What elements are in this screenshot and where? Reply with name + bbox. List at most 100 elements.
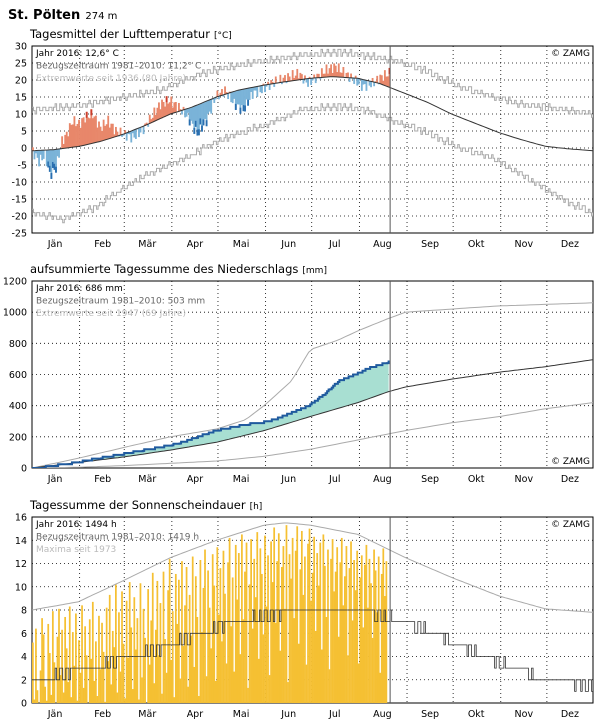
temp-anomaly-bar	[64, 134, 67, 149]
sunshine-bar	[291, 537, 294, 703]
sunshine-bar	[365, 544, 368, 703]
station-header: St. Pölten 274 m	[8, 4, 117, 23]
temp-extreme-bar	[53, 163, 56, 170]
sunshine-bar	[236, 599, 239, 703]
temp-anomaly-bar	[208, 100, 211, 112]
x-tick-label: Aug	[373, 474, 392, 485]
temp-anomaly-bar	[231, 92, 234, 104]
x-tick-label: Apr	[187, 474, 204, 485]
x-tick-label: Jul	[328, 709, 340, 720]
sunshine-bar	[328, 669, 331, 703]
extreme-min-line	[32, 402, 593, 468]
sunshine-bar	[128, 582, 131, 703]
sunshine-bar	[39, 670, 42, 703]
zamg-logo: © ZAMG	[551, 520, 590, 530]
sunshine-bar	[228, 537, 231, 703]
x-tick-label: Jän	[47, 709, 63, 720]
sunshine-bar	[279, 650, 282, 703]
temp-anomaly-bar	[256, 86, 259, 97]
sunshine-bar	[316, 553, 319, 703]
sunshine-bar	[32, 642, 34, 703]
x-tick-label: Okt	[468, 239, 485, 250]
temp-anomaly-bar	[196, 105, 199, 136]
temp-extreme-bar	[244, 105, 246, 112]
temp-anomaly-bar	[139, 127, 142, 133]
sunshine-bar	[90, 658, 93, 703]
station-elevation: 274 m	[85, 11, 118, 22]
sunshine-bar	[58, 608, 60, 703]
reference-line	[32, 76, 593, 152]
temp-anomaly-bar	[340, 72, 343, 78]
temp-extreme-bar	[48, 165, 51, 172]
sunshine-bar	[205, 676, 208, 703]
temp-anomaly-bar	[261, 85, 263, 94]
temp-anomaly-bar	[320, 68, 323, 78]
x-tick-label: Sep	[421, 709, 439, 720]
temp-anomaly-bar	[118, 135, 120, 137]
temp-anomaly-bar	[363, 79, 366, 85]
temp-anomaly-bar	[265, 84, 268, 87]
temp-anomaly-bar	[133, 130, 136, 138]
sunshine-bar	[79, 672, 82, 703]
x-tick-label: Jul	[328, 239, 340, 250]
sunshine-bar	[62, 692, 65, 703]
temp-anomaly-bar	[237, 90, 240, 105]
temp-anomaly-bar	[145, 122, 148, 126]
temp-anomaly-bar	[41, 150, 44, 161]
chart-title: aufsummierte Tagessumme des Niederschlag…	[30, 262, 298, 276]
sunshine-bar	[360, 555, 363, 703]
y-tick-label: 25	[15, 59, 27, 70]
sunshine-bar	[144, 637, 146, 703]
station-name: St. Pölten	[8, 8, 81, 23]
sunshine-bar	[138, 699, 140, 703]
temp-anomaly-bar	[225, 92, 228, 95]
sunshine-bar	[182, 646, 185, 703]
sunshine-bar	[194, 576, 197, 703]
y-tick-label: 10	[15, 582, 27, 593]
temp-extreme-bar	[47, 161, 50, 168]
temp-extreme-bar	[50, 172, 53, 179]
reference-line	[32, 359, 593, 468]
temp-extreme-bar	[51, 161, 54, 168]
temp-anomaly-bar	[138, 128, 140, 138]
temp-anomaly-bar	[327, 73, 329, 77]
temp-anomaly-bar	[271, 81, 274, 84]
sunshine-bar	[56, 636, 59, 703]
temp-anomaly-bar	[33, 150, 36, 160]
sunshine-bar	[241, 534, 243, 703]
temp-anomaly-bar	[339, 72, 342, 78]
sunshine-bar	[383, 596, 386, 703]
sunshine-bar	[116, 692, 119, 703]
temp-anomaly-bar	[207, 100, 210, 114]
sunshine-bar	[359, 577, 362, 703]
legend-entry: Extremwerte seit 1947 (69 Jahre)	[36, 309, 186, 319]
y-tick-label: 20	[15, 76, 27, 87]
temp-anomaly-bar	[197, 104, 200, 136]
sunshine-bar	[376, 612, 379, 703]
temp-anomaly-bar	[164, 106, 167, 117]
sunshine-bar	[221, 641, 223, 703]
temp-anomaly-bar	[90, 109, 93, 144]
legend-entry: Extremwerte seit 1936 (80 Jahre)	[36, 74, 186, 84]
temp-anomaly-bar	[299, 72, 302, 80]
y-tick-label: 0	[21, 464, 27, 475]
sunshine-bar	[222, 550, 225, 703]
x-tick-label: Dez	[561, 239, 579, 250]
temp-anomaly-bar	[199, 104, 202, 125]
sunshine-bar	[42, 634, 45, 703]
sunshine-bar	[197, 696, 200, 703]
temp-anomaly-bar	[167, 103, 170, 116]
x-tick-label: Feb	[94, 474, 111, 485]
sunshine-bar	[373, 549, 375, 703]
sunshine-bar	[121, 591, 123, 703]
sunshine-bar	[216, 547, 219, 703]
temp-anomaly-bar	[324, 73, 326, 78]
sunshine-bar	[267, 555, 269, 703]
sunshine-bar	[211, 554, 214, 703]
sunshine-bar	[368, 558, 371, 703]
temp-anomaly-bar	[351, 77, 354, 80]
temp-anomaly-bar	[319, 77, 322, 80]
y-tick-label: 0	[21, 144, 27, 155]
temp-anomaly-bar	[108, 127, 111, 139]
sunshine-bar	[293, 618, 296, 703]
